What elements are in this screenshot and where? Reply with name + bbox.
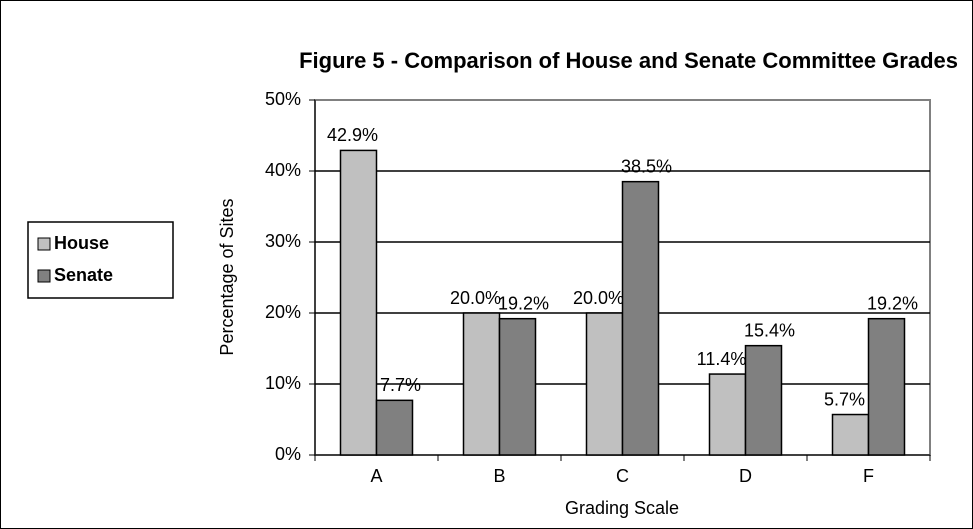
- value-label: 11.4%: [697, 349, 747, 369]
- y-axis-label: Percentage of Sites: [217, 198, 237, 355]
- value-label: 20.0%: [450, 288, 501, 308]
- y-tick-label: 20%: [265, 302, 301, 322]
- value-label: 19.2%: [867, 293, 918, 313]
- legend-swatch: [37, 269, 51, 283]
- x-tick-label: D: [739, 466, 752, 486]
- legend: [27, 221, 174, 299]
- value-label: 15.4%: [744, 320, 795, 340]
- bar: [339, 149, 378, 456]
- legend-swatch: [37, 237, 51, 251]
- bar: [831, 413, 870, 456]
- legend-label: Senate: [54, 265, 113, 285]
- value-label: 7.7%: [380, 375, 421, 395]
- y-tick-label: 50%: [265, 89, 301, 109]
- bar: [744, 344, 783, 456]
- bar: [621, 180, 660, 456]
- bar: [708, 373, 747, 456]
- bar: [498, 317, 537, 456]
- value-label: 5.7%: [824, 389, 865, 409]
- bar: [462, 312, 501, 456]
- x-tick-label: F: [863, 466, 874, 486]
- value-label: 20.0%: [573, 288, 624, 308]
- value-label: 42.9%: [327, 125, 378, 145]
- chart-title: Figure 5 - Comparison of House and Senat…: [299, 48, 958, 73]
- legend-label: House: [54, 233, 109, 253]
- x-tick-label: A: [370, 466, 382, 486]
- x-tick-label: B: [493, 466, 505, 486]
- y-tick-label: 40%: [265, 160, 301, 180]
- x-tick-label: C: [616, 466, 629, 486]
- y-tick-label: 10%: [265, 373, 301, 393]
- y-tick-label: 0%: [275, 444, 301, 464]
- value-label: 38.5%: [621, 156, 672, 176]
- value-label: 19.2%: [498, 293, 549, 313]
- y-tick-label: 30%: [265, 231, 301, 251]
- bar: [867, 317, 906, 456]
- bar: [375, 399, 414, 456]
- x-axis-label: Grading Scale: [565, 498, 679, 518]
- bar: [585, 312, 624, 456]
